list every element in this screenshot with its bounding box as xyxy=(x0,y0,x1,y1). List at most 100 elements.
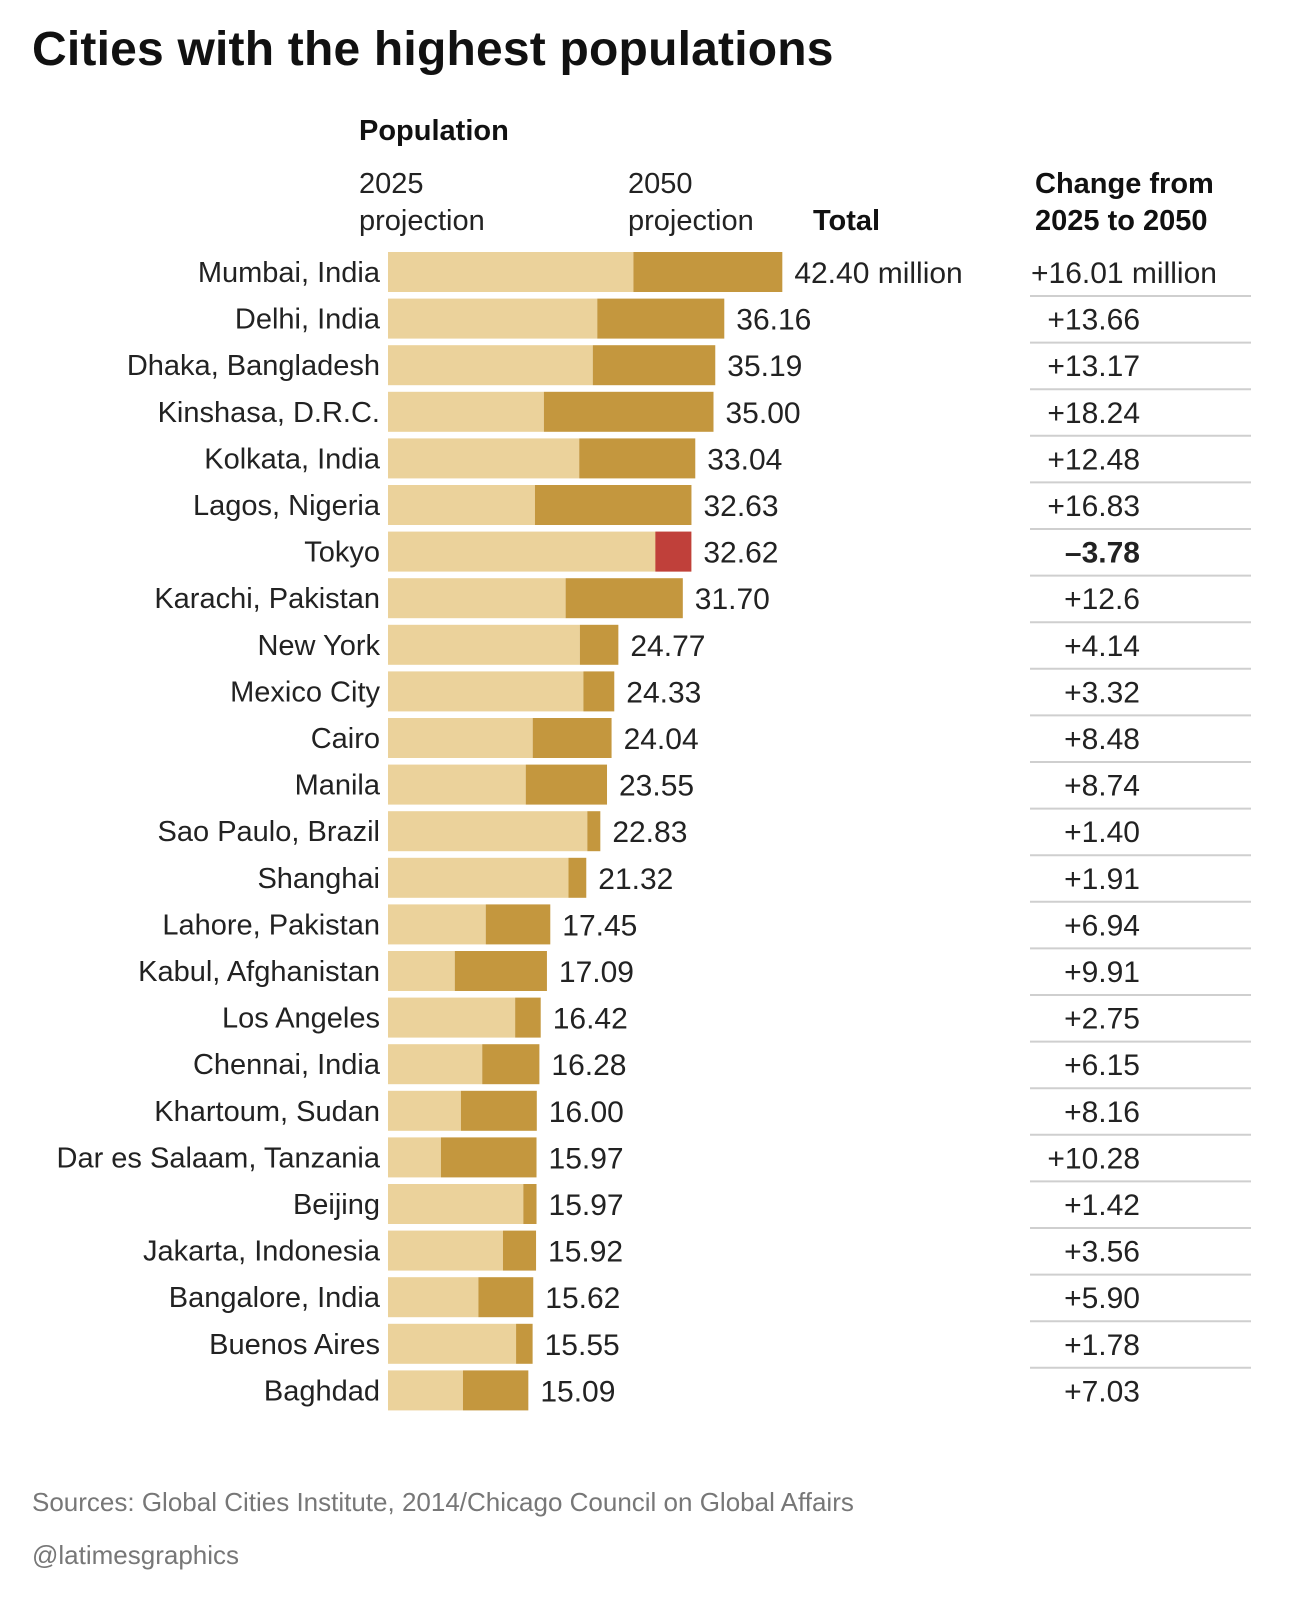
total-value-label: 24.33 xyxy=(626,676,701,709)
change-value-label: +8.16 xyxy=(1064,1096,1140,1129)
legend-2025-line1: 2025 xyxy=(359,168,424,200)
population-header: Population xyxy=(359,115,509,147)
total-value-label: 24.04 xyxy=(624,723,699,756)
city-label: Mumbai, India xyxy=(198,257,381,289)
total-value-label: 15.55 xyxy=(545,1329,620,1362)
total-value-label: 15.97 xyxy=(549,1189,624,1222)
city-label: Lagos, Nigeria xyxy=(193,490,381,522)
city-label: Khartoum, Sudan xyxy=(154,1096,380,1128)
bar-2025 xyxy=(388,718,533,758)
total-value-label: 31.70 xyxy=(695,583,770,616)
bar-2025 xyxy=(388,1277,479,1318)
bar-growth xyxy=(534,485,692,525)
change-header-line2: 2025 to 2050 xyxy=(1035,205,1208,237)
bar-2025 xyxy=(388,1090,461,1131)
bar-growth xyxy=(592,345,716,386)
total-value-label: 15.97 xyxy=(549,1142,624,1175)
total-value-label: 17.45 xyxy=(562,909,637,942)
bar-growth xyxy=(525,764,608,805)
change-value-label: +8.48 xyxy=(1064,723,1140,756)
change-value-label: +3.56 xyxy=(1064,1236,1140,1269)
change-value-label: +8.74 xyxy=(1064,770,1140,803)
city-label: Buenos Aires xyxy=(209,1329,380,1361)
total-value-label: 33.04 xyxy=(707,443,782,476)
city-label: Chennai, India xyxy=(193,1049,381,1081)
change-value-label: +16.83 xyxy=(1047,490,1140,523)
bar-2025 xyxy=(388,438,580,479)
city-label: Beijing xyxy=(293,1189,380,1221)
bar-2025 xyxy=(388,904,486,945)
bar-2025 xyxy=(388,1184,524,1224)
bar-growth xyxy=(532,718,612,758)
total-value-label: 15.62 xyxy=(545,1282,620,1315)
city-label: Delhi, India xyxy=(235,304,381,336)
bar-2025 xyxy=(388,1230,503,1271)
city-label: Los Angeles xyxy=(222,1003,380,1035)
bar-decline xyxy=(655,531,692,572)
city-label: Baghdad xyxy=(264,1375,380,1407)
city-label: Manila xyxy=(295,770,381,802)
total-value-label: 17.09 xyxy=(559,956,634,989)
change-value-label: +1.91 xyxy=(1064,863,1140,896)
city-label: Cairo xyxy=(311,723,380,755)
bar-2025 xyxy=(388,1044,483,1085)
bar-growth xyxy=(583,671,615,712)
bar-2025 xyxy=(388,951,455,991)
bar-growth xyxy=(485,904,551,945)
change-value-label: +13.17 xyxy=(1047,350,1140,383)
bar-growth xyxy=(440,1137,537,1178)
source-note: Sources: Global Cities Institute, 2014/C… xyxy=(32,1487,854,1517)
bar-2025 xyxy=(388,1323,517,1364)
change-value-label: +18.24 xyxy=(1047,397,1140,430)
change-value-label: +10.28 xyxy=(1047,1142,1140,1175)
total-value-label: 32.62 xyxy=(703,537,778,570)
change-value-label: +1.42 xyxy=(1064,1189,1140,1222)
change-value-label: +16.01 million xyxy=(1031,257,1217,290)
bar-2025 xyxy=(388,624,580,665)
city-label: Kolkata, India xyxy=(204,443,381,475)
total-value-label: 16.00 xyxy=(549,1096,624,1129)
city-label: Dar es Salaam, Tanzania xyxy=(57,1142,381,1174)
city-label: Lahore, Pakistan xyxy=(162,909,380,941)
bar-2025 xyxy=(388,578,566,619)
city-label: New York xyxy=(257,630,380,662)
chart-title: Cities with the highest populations xyxy=(32,23,834,76)
credit-note: @latimesgraphics xyxy=(32,1540,240,1570)
bar-growth xyxy=(502,1230,537,1271)
bar-growth xyxy=(516,1323,533,1364)
total-value-label: 24.77 xyxy=(630,630,705,663)
change-value-label: +1.40 xyxy=(1064,816,1140,849)
total-value-label: 15.92 xyxy=(548,1236,623,1269)
bar-growth xyxy=(597,298,725,339)
legend-2050-projection: 2050 projection xyxy=(628,166,754,240)
total-value-label: 23.55 xyxy=(619,770,694,803)
bar-growth xyxy=(515,997,541,1038)
bar-2025 xyxy=(388,531,692,572)
city-label: Tokyo xyxy=(304,537,380,569)
bar-2025 xyxy=(388,391,544,432)
bar-2025 xyxy=(388,485,535,525)
bar-growth xyxy=(587,811,601,852)
change-value-label: +9.91 xyxy=(1064,956,1140,989)
legend-2025-projection: 2025 projection xyxy=(359,166,485,240)
legend-2050-line1: 2050 xyxy=(628,168,693,200)
bar-growth xyxy=(460,1090,537,1131)
city-label: Jakarta, Indonesia xyxy=(143,1236,381,1268)
bar-2025 xyxy=(388,1370,463,1411)
bar-growth xyxy=(543,391,714,432)
bar-2025 xyxy=(388,671,584,712)
change-value-label: +1.78 xyxy=(1064,1329,1140,1362)
bar-growth xyxy=(568,857,587,898)
total-value-label: 36.16 xyxy=(736,304,811,337)
bar-2025 xyxy=(388,298,598,339)
total-value-label: 32.63 xyxy=(703,490,778,523)
bar-growth xyxy=(462,1370,529,1411)
total-value-label: 15.09 xyxy=(540,1375,615,1408)
total-value-label: 21.32 xyxy=(598,863,673,896)
total-value-label: 35.00 xyxy=(726,397,801,430)
bar-growth xyxy=(523,1184,537,1224)
bar-growth xyxy=(478,1277,534,1318)
bar-2025 xyxy=(388,764,526,805)
total-value-label: 16.28 xyxy=(551,1049,626,1082)
change-value-label: +6.15 xyxy=(1064,1049,1140,1082)
